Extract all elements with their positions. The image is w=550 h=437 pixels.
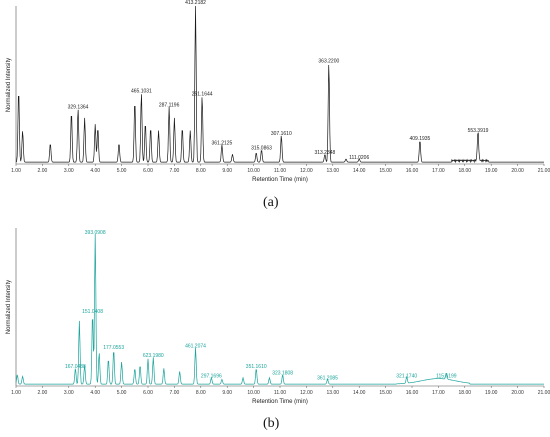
peak-label: 361.2125 bbox=[211, 141, 232, 147]
x-tick-label: 18.00 bbox=[459, 168, 472, 174]
peak-label: 329.1364 bbox=[68, 104, 89, 110]
x-tick-label: 11.00 bbox=[274, 168, 286, 174]
peak-label: 111.0206 bbox=[349, 155, 369, 161]
peak-label: 115.6199 bbox=[436, 374, 457, 380]
x-tick-label: 3.00 bbox=[64, 168, 74, 174]
x-tick-label: 4.00 bbox=[90, 168, 100, 174]
x-tick-label: 15.00 bbox=[379, 168, 392, 174]
x-tick-label: 8.00 bbox=[196, 390, 206, 396]
peak-label: 177.0553 bbox=[103, 345, 124, 351]
peak-label: 393.0908 bbox=[85, 230, 106, 236]
x-tick-label: 6.00 bbox=[143, 390, 153, 396]
peak-label: 465.1031 bbox=[131, 88, 152, 94]
x-axis-label: Retention Time (min) bbox=[252, 399, 308, 405]
peak-label: 251.1644 bbox=[192, 92, 213, 98]
x-tick-label: 8.00 bbox=[196, 168, 206, 174]
x-tick-label: 3.00 bbox=[64, 390, 74, 396]
chromatogram-a: 1.00 2.00 3.00 4.00 5.00 6.00 7.00 8.00 9.00 10.0… bbox=[6, 0, 550, 183]
x-tick-label: 19.00 bbox=[485, 390, 498, 396]
peak-label: 623.1980 bbox=[143, 353, 164, 359]
chromatogram-trace bbox=[15, 5, 544, 164]
x-tick-label: 13.00 bbox=[327, 390, 340, 396]
x-tick-label: 10.00 bbox=[247, 168, 260, 174]
peak-label: 315.0863 bbox=[251, 145, 272, 151]
x-tick-label: 5.00 bbox=[117, 168, 127, 174]
y-axis-label: Normalized Intensity bbox=[6, 280, 12, 334]
x-tick-label: 12.00 bbox=[300, 168, 313, 174]
x-tick-label: 15.00 bbox=[379, 390, 392, 396]
peak-label: 323.1808 bbox=[272, 371, 293, 377]
x-tick-label: 7.00 bbox=[170, 390, 180, 396]
panel-label-b: (b) bbox=[263, 416, 280, 431]
x-tick-label: 9.00 bbox=[222, 390, 232, 396]
x-tick-label: 11.00 bbox=[274, 390, 286, 396]
peak-label: 413.2182 bbox=[185, 0, 206, 6]
peak-label: 361.2085 bbox=[317, 375, 338, 381]
x-tick-label: 12.00 bbox=[300, 390, 313, 396]
x-tick-label: 2.00 bbox=[38, 390, 48, 396]
x-axis-label: Retention Time (min) bbox=[252, 177, 308, 183]
panel-label-a: (a) bbox=[263, 195, 279, 210]
x-tick-label: 1.00 bbox=[11, 168, 21, 174]
x-tick-label: 1.00 bbox=[11, 390, 21, 396]
x-tick-label: 4.00 bbox=[90, 390, 100, 396]
x-tick-label: 16.00 bbox=[406, 168, 419, 174]
chromatogram-trace bbox=[15, 233, 544, 385]
x-tick-label: 9.00 bbox=[222, 168, 232, 174]
peak-label: 409.1935 bbox=[409, 136, 430, 142]
peak-label: 167.0488 bbox=[65, 364, 86, 370]
x-tick-label: 19.00 bbox=[485, 168, 498, 174]
x-tick-label: 6.00 bbox=[143, 168, 153, 174]
x-tick-label: 14.00 bbox=[353, 168, 366, 174]
peak-label: 321.1740 bbox=[396, 374, 417, 380]
y-axis-label: Normalized Intensity bbox=[6, 58, 12, 112]
x-tick-label: 18.00 bbox=[459, 390, 472, 396]
peak-label: 313.2348 bbox=[314, 150, 335, 156]
x-tick-label: 5.00 bbox=[117, 390, 127, 396]
x-tick-label: 13.00 bbox=[327, 168, 340, 174]
peak-label: 553.3919 bbox=[468, 128, 489, 134]
chromatogram-b: 1.00 2.00 3.00 4.00 5.00 6.00 7.00 8.00 9.00 10.0… bbox=[6, 228, 550, 405]
x-tick-label: 20.00 bbox=[511, 390, 524, 396]
x-tick-label: 17.00 bbox=[432, 168, 445, 174]
x-tick-label: 17.00 bbox=[432, 390, 445, 396]
x-tick-label: 20.00 bbox=[511, 168, 524, 174]
peak-label: 351.1610 bbox=[246, 364, 267, 370]
peak-label: 307.1610 bbox=[271, 131, 292, 137]
x-tick-label: 21.00 bbox=[538, 168, 550, 174]
peak-label: 461.2074 bbox=[185, 344, 206, 350]
x-tick-label: 14.00 bbox=[353, 390, 366, 396]
x-tick-label: 10.00 bbox=[247, 390, 260, 396]
x-tick-label: 16.00 bbox=[406, 390, 419, 396]
x-tick-label: 7.00 bbox=[170, 168, 180, 174]
peak-label: 297.1696 bbox=[201, 374, 222, 380]
peak-label: 287.1196 bbox=[159, 103, 180, 109]
peak-label: 363.2200 bbox=[318, 58, 339, 64]
x-tick-label: 21.00 bbox=[538, 390, 550, 396]
peak-label: 151.0408 bbox=[82, 309, 103, 315]
x-tick-label: 2.00 bbox=[38, 168, 48, 174]
